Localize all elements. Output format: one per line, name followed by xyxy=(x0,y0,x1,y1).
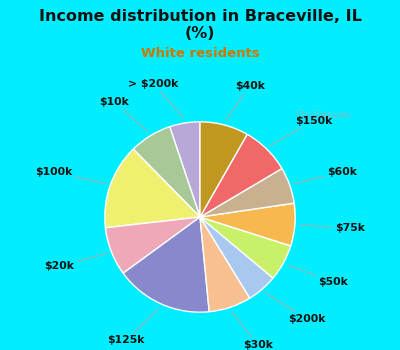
Text: $40k: $40k xyxy=(226,81,264,120)
Wedge shape xyxy=(200,134,282,217)
Text: $100k: $100k xyxy=(35,167,106,184)
Text: $60k: $60k xyxy=(294,167,357,184)
Text: City-Data.com: City-Data.com xyxy=(296,111,350,120)
Wedge shape xyxy=(200,122,247,217)
Text: White residents: White residents xyxy=(141,47,259,60)
Wedge shape xyxy=(170,122,200,217)
Text: $10k: $10k xyxy=(100,97,148,132)
Wedge shape xyxy=(123,217,209,312)
Wedge shape xyxy=(105,149,200,228)
Wedge shape xyxy=(200,203,295,246)
Text: Income distribution in Braceville, IL: Income distribution in Braceville, IL xyxy=(38,9,362,24)
Wedge shape xyxy=(200,168,294,217)
Text: $125k: $125k xyxy=(107,308,159,345)
Wedge shape xyxy=(106,217,200,273)
Wedge shape xyxy=(200,217,273,298)
Wedge shape xyxy=(200,217,250,312)
Wedge shape xyxy=(133,127,200,217)
Wedge shape xyxy=(200,217,291,278)
Text: $150k: $150k xyxy=(270,116,332,146)
Text: > $200k: > $200k xyxy=(128,79,184,118)
Text: $75k: $75k xyxy=(300,223,365,233)
Text: (%): (%) xyxy=(185,26,215,41)
Text: $50k: $50k xyxy=(288,265,348,287)
Text: $20k: $20k xyxy=(44,253,107,271)
Text: $30k: $30k xyxy=(232,312,273,350)
Text: $200k: $200k xyxy=(265,293,326,324)
